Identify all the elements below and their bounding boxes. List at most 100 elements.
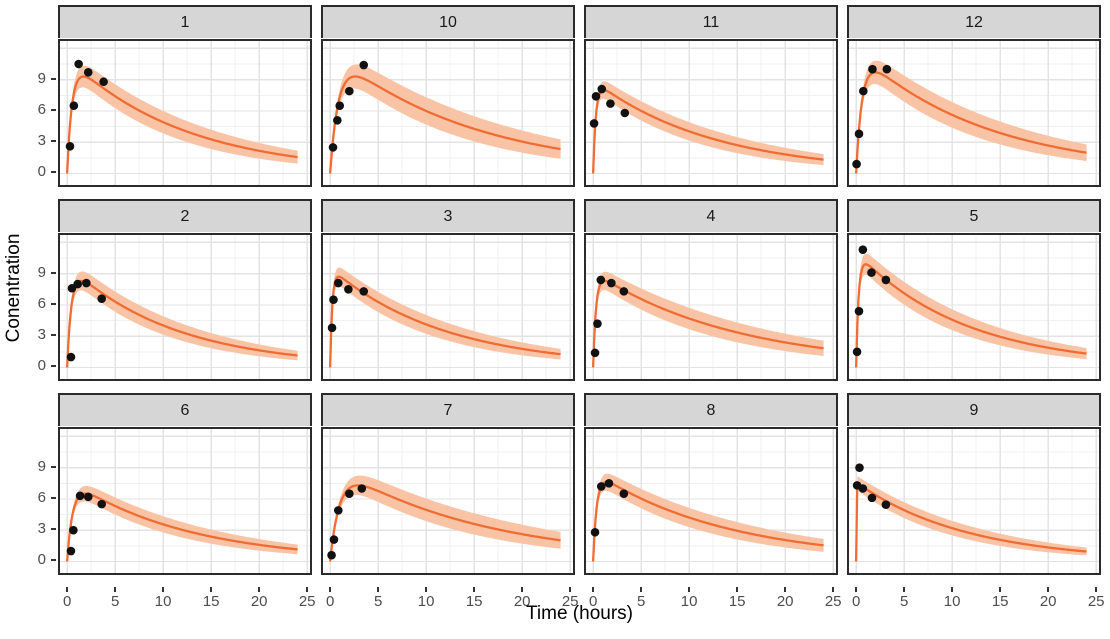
- observation-point: [590, 348, 600, 358]
- x-axis-column: 0 5 10 15 20 25: [58, 587, 316, 613]
- x-tick-mark: [258, 587, 261, 592]
- y-tick-mark: [51, 302, 56, 305]
- facet-panel-6: 6: [58, 393, 312, 576]
- fitted-curve: [65, 492, 298, 562]
- observation-point: [854, 306, 864, 316]
- facet-strip-label: 10: [439, 13, 457, 31]
- x-tick-label: 5: [110, 593, 120, 610]
- observation-point: [357, 484, 367, 493]
- panel-border: [584, 39, 838, 187]
- observation-point: [97, 294, 106, 303]
- fitted-curve: [328, 484, 561, 562]
- x-tick-mark: [592, 587, 595, 592]
- observation-point: [345, 86, 354, 96]
- y-tick-mark: [51, 171, 56, 174]
- panel-border: [58, 39, 312, 187]
- facet-strip-label: 12: [965, 13, 983, 31]
- facet-panel-7: 7: [321, 393, 575, 576]
- observation-point: [73, 279, 82, 289]
- x-tick-mark: [210, 587, 213, 592]
- y-tick-mark: [51, 334, 56, 337]
- panel-border: [847, 233, 1101, 381]
- observation-point: [333, 506, 343, 515]
- facet-strip-label: 2: [180, 207, 190, 225]
- observation-point: [881, 500, 891, 509]
- x-tick-mark: [1047, 587, 1050, 592]
- fitted-curve: [328, 275, 561, 368]
- x-tick-mark: [473, 587, 476, 592]
- fitted-curve: [65, 75, 298, 174]
- y-tick-label: 9: [37, 457, 46, 475]
- facet-strip: 10: [321, 5, 575, 38]
- facet-plot: [584, 39, 838, 187]
- observation-point: [97, 499, 106, 509]
- y-axis: 0 3 6 9: [0, 199, 58, 382]
- facet-panel-10: 10: [321, 5, 575, 188]
- y-tick-label: 0: [37, 163, 46, 181]
- facet-plot: [847, 39, 1101, 187]
- facet-strip-label: 1: [180, 13, 190, 31]
- x-tick-mark: [951, 587, 954, 592]
- observation-point: [327, 550, 336, 560]
- panel-border: [584, 233, 838, 381]
- observation-point: [74, 59, 83, 69]
- x-tick-mark: [162, 587, 165, 592]
- x-tick-mark: [999, 587, 1002, 592]
- facet-strip-label: 8: [706, 401, 716, 419]
- y-axis: 0 3 6 9: [0, 393, 58, 576]
- x-tick-mark: [377, 587, 380, 592]
- y-tick-label: 0: [37, 551, 46, 569]
- x-tick-mark: [855, 587, 858, 592]
- facet-plot: [847, 233, 1101, 381]
- y-tick-mark: [51, 365, 56, 368]
- observation-point: [868, 64, 877, 74]
- y-tick-mark: [51, 559, 56, 562]
- facet-strip: 4: [584, 199, 838, 232]
- confidence-ribbon: [856, 476, 1087, 562]
- x-tick-label: 15: [202, 593, 220, 610]
- facet-strip-label: 11: [702, 13, 720, 31]
- x-tick-label: 25: [1087, 593, 1105, 610]
- x-axis-column: 0 5 10 15 20 25: [847, 587, 1105, 613]
- facet-panel-9: 9: [847, 393, 1101, 576]
- confidence-ribbon: [67, 271, 298, 368]
- observation-point: [607, 278, 616, 288]
- confidence-ribbon: [856, 253, 1087, 368]
- fitted-curve: [854, 263, 1087, 368]
- x-tick-mark: [114, 587, 117, 592]
- y-tick-mark: [51, 496, 56, 499]
- facet-row: 0 3 6 9 1 10 11 12: [0, 5, 1110, 188]
- x-tick-label: 15: [991, 593, 1009, 610]
- x-tick-label: 20: [1039, 593, 1057, 610]
- x-tick-mark: [569, 587, 572, 592]
- panel-border: [58, 233, 312, 381]
- y-tick-mark: [51, 140, 56, 143]
- x-tick-mark: [640, 587, 643, 592]
- x-axis: 0 5 10 15 20 25 0 5 10 15 20 25 0 5 10 15 20 25 0 5 10 15 20 25: [0, 587, 1110, 613]
- observation-point: [327, 323, 337, 333]
- x-tick-label: 25: [824, 593, 842, 610]
- x-axis-column: 0 5 10 15 20 25: [584, 587, 842, 613]
- x-tick-label: 25: [298, 593, 316, 610]
- observation-point: [83, 492, 93, 502]
- facet-panel-11: 11: [584, 5, 838, 188]
- facet-strip: 2: [58, 199, 312, 232]
- x-tick-mark: [329, 587, 332, 592]
- confidence-ribbon: [330, 267, 561, 368]
- facet-plot: [321, 39, 575, 187]
- facet-strip: 8: [584, 393, 838, 426]
- fitted-curve: [591, 279, 824, 368]
- x-axis-gutter: [0, 587, 58, 613]
- facet-panel-12: 12: [847, 5, 1101, 188]
- x-tick-label: 15: [465, 593, 483, 610]
- facet-strip-label: 6: [180, 401, 190, 419]
- facet-panel-8: 8: [584, 393, 838, 576]
- x-tick-label: 0: [588, 593, 598, 610]
- fitted-curve: [328, 75, 561, 174]
- facet-strip: 1: [58, 5, 312, 38]
- observation-point: [854, 129, 864, 139]
- facet-strip: 7: [321, 393, 575, 426]
- observation-point: [66, 546, 76, 556]
- x-tick-label: 10: [680, 593, 698, 610]
- facet-strip: 11: [584, 5, 838, 38]
